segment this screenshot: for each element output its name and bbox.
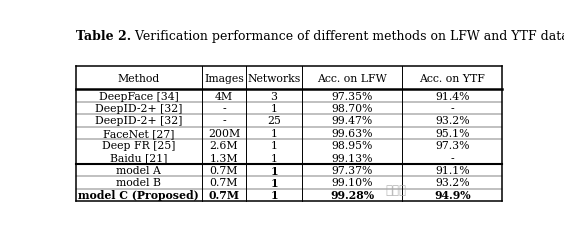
Text: Acc. on LFW: Acc. on LFW <box>317 73 387 83</box>
Text: 1: 1 <box>270 165 278 176</box>
Text: 4M: 4M <box>215 91 233 101</box>
Text: Deep FR [25]: Deep FR [25] <box>102 141 175 151</box>
Text: 91.4%: 91.4% <box>435 91 469 101</box>
Text: 95.1%: 95.1% <box>435 128 469 138</box>
Text: 99.47%: 99.47% <box>331 116 373 126</box>
Text: DeepFace [34]: DeepFace [34] <box>99 91 179 101</box>
Text: 2.6M: 2.6M <box>210 141 239 151</box>
Text: 98.95%: 98.95% <box>331 141 373 151</box>
Text: Table 2.: Table 2. <box>76 30 131 43</box>
Text: 0.7M: 0.7M <box>210 178 238 188</box>
Text: 1: 1 <box>270 177 278 188</box>
Text: 99.63%: 99.63% <box>331 128 373 138</box>
Text: Acc. on YTF: Acc. on YTF <box>419 73 485 83</box>
Text: -: - <box>451 104 454 114</box>
Text: 91.1%: 91.1% <box>435 165 470 175</box>
Text: 新智元: 新智元 <box>385 183 406 196</box>
Text: -: - <box>222 116 226 126</box>
Text: -: - <box>222 104 226 114</box>
Text: 0.7M: 0.7M <box>210 165 238 175</box>
Text: model C (Proposed): model C (Proposed) <box>78 190 199 200</box>
Text: 1: 1 <box>271 141 277 151</box>
Text: 1: 1 <box>271 128 277 138</box>
Text: Baidu [21]: Baidu [21] <box>110 153 168 163</box>
Text: 1: 1 <box>270 190 278 200</box>
Text: 93.2%: 93.2% <box>435 116 470 126</box>
Text: DeepID-2+ [32]: DeepID-2+ [32] <box>95 104 182 114</box>
Text: model A: model A <box>116 165 161 175</box>
Text: 99.28%: 99.28% <box>330 190 374 200</box>
Text: 94.9%: 94.9% <box>434 190 470 200</box>
Text: 97.35%: 97.35% <box>331 91 373 101</box>
Text: 99.13%: 99.13% <box>331 153 373 163</box>
Text: Images: Images <box>204 73 244 83</box>
Text: 200M: 200M <box>208 128 240 138</box>
Text: DeepID-2+ [32]: DeepID-2+ [32] <box>95 116 182 126</box>
Text: Method: Method <box>117 73 160 83</box>
Text: Verification performance of different methods on LFW and YTF datasets: Verification performance of different me… <box>131 30 564 43</box>
Text: 93.2%: 93.2% <box>435 178 470 188</box>
Text: model B: model B <box>116 178 161 188</box>
Text: 97.3%: 97.3% <box>435 141 469 151</box>
Text: Networks: Networks <box>248 73 301 83</box>
Text: -: - <box>451 153 454 163</box>
Text: 99.10%: 99.10% <box>331 178 373 188</box>
Text: 0.7M: 0.7M <box>209 190 240 200</box>
Text: 3: 3 <box>271 91 277 101</box>
Text: 97.37%: 97.37% <box>331 165 373 175</box>
Text: 1: 1 <box>271 153 277 163</box>
Text: 1: 1 <box>271 104 277 114</box>
Text: 98.70%: 98.70% <box>331 104 373 114</box>
Text: 25: 25 <box>267 116 281 126</box>
Text: 1.3M: 1.3M <box>210 153 239 163</box>
Text: FaceNet [27]: FaceNet [27] <box>103 128 174 138</box>
